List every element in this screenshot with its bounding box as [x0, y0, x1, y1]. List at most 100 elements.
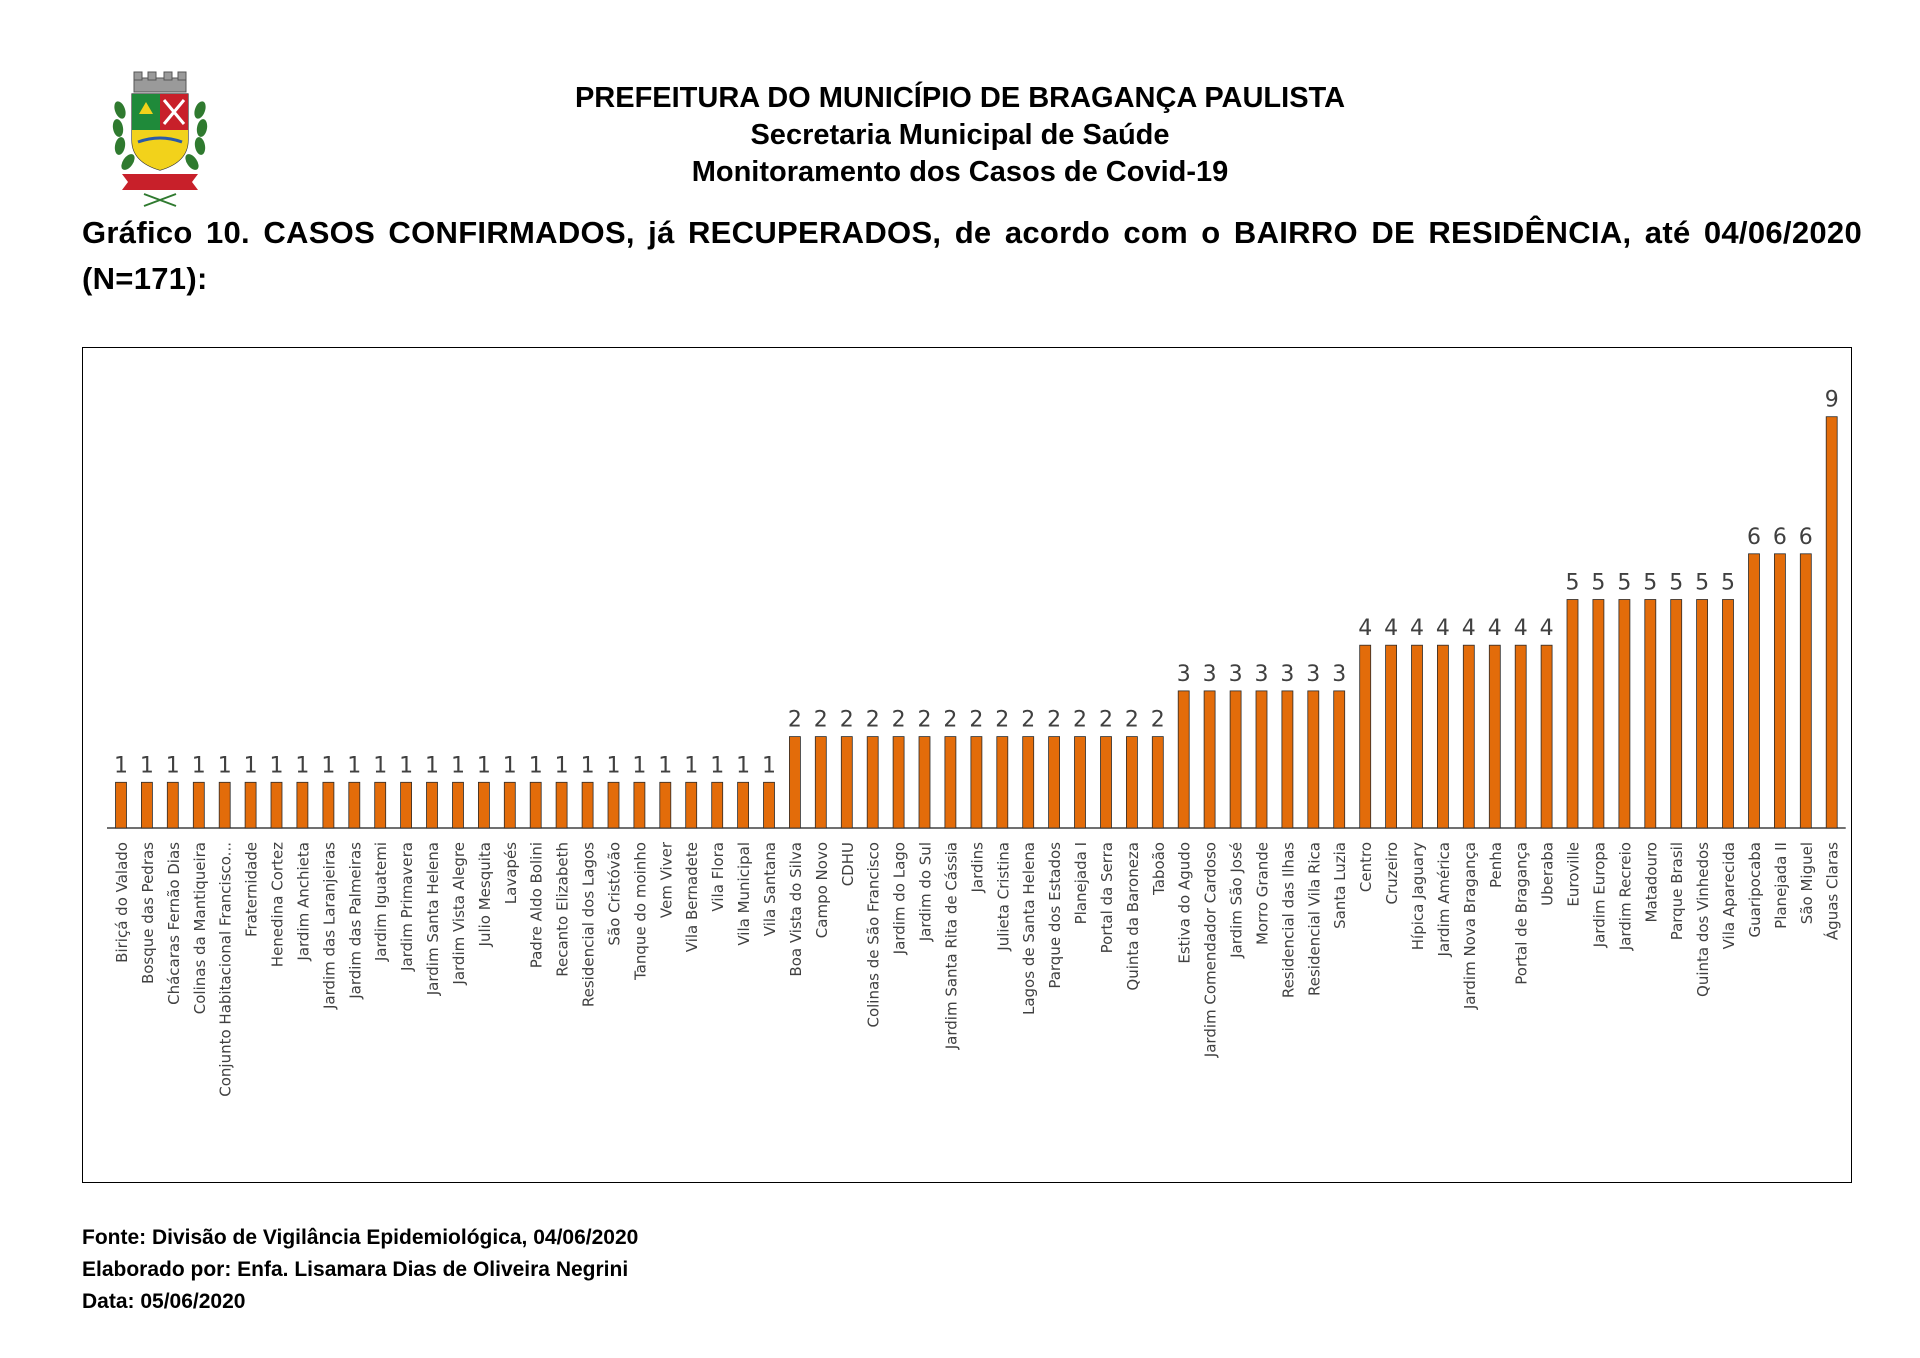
category-tick-label: Cruzeiro: [1383, 842, 1401, 904]
category-tick-label: Vila Flora: [709, 842, 727, 912]
data-label: 3: [1229, 662, 1243, 687]
data-label: 4: [1436, 616, 1450, 641]
category-tick-label: Morro Grande: [1254, 842, 1272, 945]
data-label: 1: [244, 753, 258, 778]
category-tick-label: Julieta Cristina: [994, 842, 1012, 952]
data-label: 4: [1488, 616, 1502, 641]
bar: [1774, 553, 1786, 829]
category-tick-label: Padre Aldo Bolini: [528, 842, 546, 968]
data-label: 2: [866, 708, 880, 733]
bar: [270, 781, 283, 829]
bar: [1151, 736, 1164, 829]
category-tick-label: Residencial Vila Rica: [1305, 842, 1323, 996]
data-label: 4: [1358, 616, 1372, 641]
bar: [1100, 736, 1112, 829]
category-tick-label: Tanque do moinho: [631, 842, 649, 981]
bar: [322, 781, 335, 829]
data-label: 1: [451, 753, 465, 778]
bar: [1177, 690, 1190, 829]
category-tick-label: Guaripocaba: [1746, 842, 1764, 938]
bar: [996, 736, 1009, 829]
category-tick-label: Campo Novo: [813, 842, 831, 938]
category-tick-label: Vila Santana: [761, 842, 779, 936]
category-tick-label: Colinas de São Francisco: [865, 842, 883, 1028]
bar: [1799, 553, 1812, 829]
shield-icon: [131, 93, 189, 171]
bar: [1696, 599, 1708, 829]
bar: [814, 736, 827, 829]
category-tick-label: São Cristóvão: [606, 842, 624, 946]
page-header: PREFEITURA DO MUNICÍPIO DE BRAGANÇA PAUL…: [440, 80, 1480, 191]
category-tick-label: Jardim São José: [1228, 842, 1246, 959]
data-label: 1: [607, 753, 621, 778]
data-label: 5: [1695, 571, 1709, 596]
category-tick-label: Hípica Jaguary: [1409, 842, 1427, 950]
bar: [477, 781, 490, 829]
data-label: 3: [1177, 662, 1191, 687]
data-label: 4: [1540, 616, 1554, 641]
category-tick-label: Parque dos Estados: [1046, 842, 1064, 989]
bar: [866, 736, 879, 829]
bar: [659, 781, 672, 829]
bar: [970, 736, 983, 829]
bar: [1722, 599, 1734, 829]
bar: [1462, 644, 1475, 829]
bar: [1048, 736, 1060, 829]
category-tick-label: Jardim do Sul: [917, 842, 935, 942]
bar: [1437, 644, 1449, 829]
data-label: 1: [140, 753, 154, 778]
data-label: 6: [1747, 525, 1761, 550]
category-tick-label: Parque Brasil: [1668, 842, 1686, 940]
bar: [1825, 416, 1838, 829]
bar: [1203, 690, 1216, 829]
bar: [1281, 690, 1294, 829]
category-tick-label: Vila Bernadete: [683, 842, 701, 952]
data-label: 4: [1462, 616, 1476, 641]
category-tick-label: Quinta dos Vinhedos: [1694, 842, 1712, 997]
bar: [1566, 599, 1579, 829]
data-label: 1: [425, 753, 439, 778]
bar: [1074, 736, 1086, 829]
bar: [892, 736, 905, 829]
data-label: 2: [1073, 708, 1087, 733]
bar: [789, 736, 801, 829]
data-label: 2: [1151, 708, 1165, 733]
category-tick-label: Quinta da Baroneza: [1124, 842, 1142, 991]
bar: [426, 781, 438, 829]
category-tick-label: Jardim Recreio: [1616, 842, 1634, 951]
data-label: 2: [1099, 708, 1113, 733]
bar: [840, 736, 853, 829]
data-label: 1: [218, 753, 232, 778]
bar: [1307, 690, 1320, 829]
category-tick-label: Jardim das Laranjeiras: [320, 842, 338, 1010]
bar: [1022, 736, 1035, 829]
data-label: 2: [995, 708, 1009, 733]
category-tick-label: Vem Viver: [657, 841, 675, 918]
category-tick-label: Jardim Nova Bragança: [1461, 842, 1479, 1010]
category-tick-label: Jardim Santa Rita de Cássia: [942, 842, 960, 1050]
data-label: 6: [1773, 525, 1787, 550]
bar: [944, 736, 957, 829]
category-tick-label: Jardim Europa: [1590, 842, 1608, 948]
bar: [1229, 690, 1242, 829]
data-label: 6: [1799, 525, 1813, 550]
data-label: 3: [1255, 662, 1269, 687]
category-tick-label: São Miguel: [1798, 842, 1816, 924]
footer-source: Fonte: Divisão de Vigilância Epidemiológ…: [82, 1226, 639, 1249]
category-tick-label: Penha: [1487, 842, 1505, 888]
data-label: 3: [1203, 662, 1217, 687]
data-label: 1: [710, 753, 724, 778]
data-label: 1: [321, 753, 335, 778]
category-tick-label: Lavapés: [502, 842, 520, 904]
bar: [1618, 599, 1631, 829]
bar: [218, 781, 231, 829]
bar: [1748, 553, 1760, 829]
data-label: 2: [969, 708, 983, 733]
crown-icon: [133, 71, 187, 93]
chart-frame: 1 Biriçá do Valado 1 Bosque das Pedras 1 Chác…: [82, 347, 1852, 1183]
footer-date: Data: 05/06/2020: [82, 1290, 246, 1313]
data-label: 2: [918, 708, 932, 733]
category-tick-label: Portal da Serra: [1098, 842, 1116, 953]
data-label: 1: [114, 753, 128, 778]
bar: [1540, 644, 1553, 829]
